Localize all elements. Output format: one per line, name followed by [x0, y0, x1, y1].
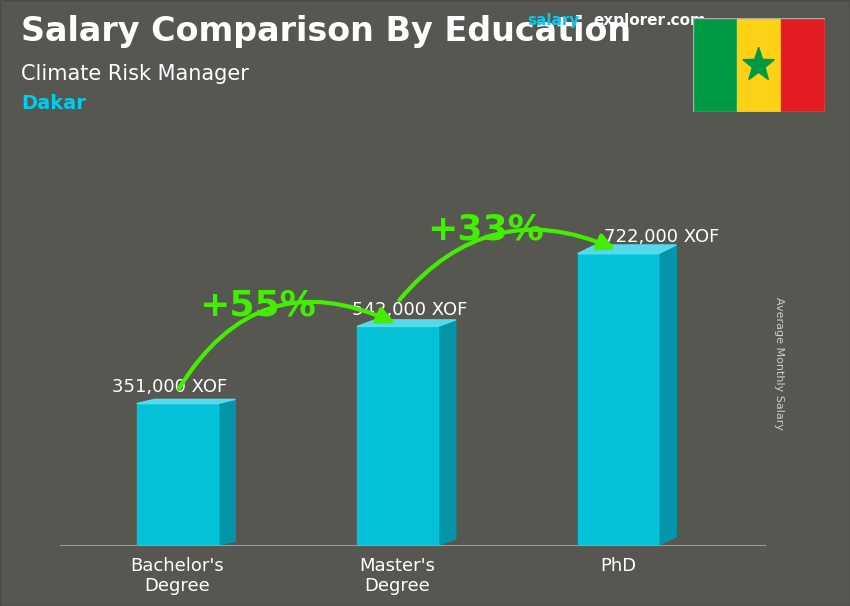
Text: Salary Comparison By Education: Salary Comparison By Education — [21, 15, 632, 48]
Bar — [693, 18, 737, 112]
Polygon shape — [218, 399, 235, 545]
Polygon shape — [578, 245, 677, 254]
Polygon shape — [659, 245, 677, 545]
Text: 351,000 XOF: 351,000 XOF — [112, 378, 227, 396]
Polygon shape — [357, 320, 456, 327]
Text: salary: salary — [527, 13, 580, 28]
Polygon shape — [578, 254, 659, 545]
Polygon shape — [743, 47, 774, 79]
Text: +33%: +33% — [428, 213, 544, 247]
Text: Dakar: Dakar — [21, 94, 86, 113]
Text: .com: .com — [666, 13, 706, 28]
Text: 542,000 XOF: 542,000 XOF — [352, 301, 467, 319]
Text: Climate Risk Manager: Climate Risk Manager — [21, 64, 249, 84]
Polygon shape — [137, 399, 235, 404]
Bar — [780, 18, 824, 112]
Polygon shape — [438, 320, 456, 545]
Polygon shape — [357, 327, 438, 545]
Text: 722,000 XOF: 722,000 XOF — [604, 228, 720, 247]
Text: +55%: +55% — [200, 288, 316, 322]
Polygon shape — [137, 404, 218, 545]
Y-axis label: Average Monthly Salary: Average Monthly Salary — [774, 297, 785, 430]
Text: explorer: explorer — [593, 13, 666, 28]
Bar — [737, 18, 780, 112]
